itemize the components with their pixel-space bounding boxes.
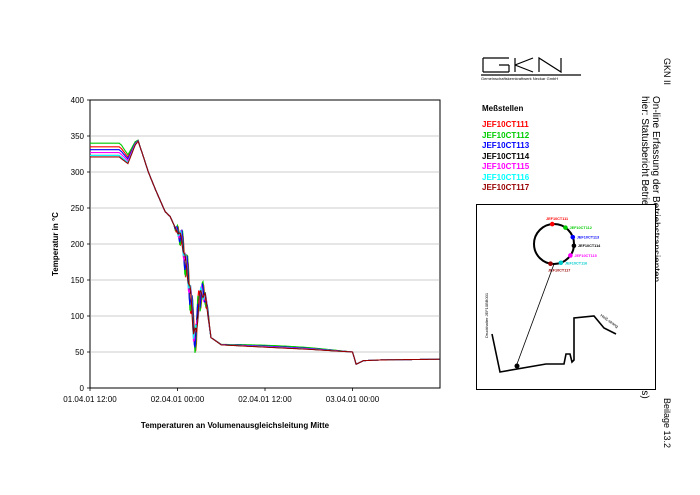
- sensor-label: JEF10CT111: [546, 217, 568, 221]
- x-tick-label: 02.04.01 00:00: [151, 395, 205, 404]
- legend-item: JEF10CT115: [482, 162, 530, 171]
- y-tick-label: 400: [71, 96, 85, 105]
- y-tick-label: 300: [71, 168, 85, 177]
- sensor-label: JEF10CT114: [578, 244, 601, 248]
- sensor-label: JEF10CT112: [569, 226, 591, 230]
- sensor-marker: [571, 243, 577, 249]
- legend-title: Meßstellen: [482, 104, 524, 113]
- x-axis-label: Temperaturen an Volumenausgleichsleitung…: [141, 421, 330, 430]
- x-tick-label: 02.04.01 12:00: [238, 395, 292, 404]
- sensor-marker: [568, 253, 573, 258]
- legend-item: JEF10CT116: [482, 172, 530, 182]
- company-name: Gemeinschaftskernkraftwerk Neckar GmbH: [481, 76, 559, 81]
- sensor-label: JEF10CT117: [548, 269, 570, 273]
- sensor-label: JEF10CT113: [577, 236, 599, 240]
- y-axis-label: Temperatur in °C: [51, 212, 60, 276]
- legend-item: JEF10CT111: [482, 120, 529, 129]
- sensor-label: JEF10CT115: [574, 254, 596, 258]
- y-tick-label: 200: [71, 240, 85, 249]
- measurement-point: [514, 363, 520, 369]
- legend-item: JEF10CT113: [482, 141, 530, 150]
- x-tick-label: 01.04.01 12:00: [63, 395, 117, 404]
- sensor-marker: [563, 225, 568, 230]
- appendix-label: Beilage 13.2: [662, 398, 672, 449]
- y-tick-label: 50: [75, 348, 84, 357]
- y-tick-label: 0: [80, 384, 85, 393]
- sensor-marker: [558, 260, 564, 266]
- sensor-marker: [548, 261, 553, 266]
- pipe-line: [491, 315, 617, 373]
- sensor-label: JEF10CT116: [565, 261, 587, 265]
- pressurizer-label: Druckhalter JEF10BB001: [484, 292, 489, 338]
- sensor-marker: [549, 221, 555, 227]
- y-tick-label: 100: [71, 312, 85, 321]
- y-tick-label: 350: [71, 132, 85, 141]
- plant-label: GKN II: [662, 58, 672, 86]
- x-tick-label: 03.04.01 00:00: [326, 395, 380, 404]
- piping-diagram: JEF10CT111 JEF10CT112 JEF10CT113 JEF10CT114…: [476, 204, 656, 390]
- inset-frame: [476, 204, 656, 390]
- pointer-line: [516, 263, 555, 365]
- legend-item: JEF10CT114: [482, 151, 530, 161]
- legend-item: JEF10CT117: [482, 183, 530, 192]
- gkn-logo: [481, 56, 581, 76]
- sensor-marker: [570, 234, 576, 240]
- y-tick-label: 250: [71, 204, 85, 213]
- series-line: [90, 140, 440, 365]
- legend-item: JEF10CT112: [482, 130, 530, 140]
- y-tick-label: 150: [71, 276, 85, 285]
